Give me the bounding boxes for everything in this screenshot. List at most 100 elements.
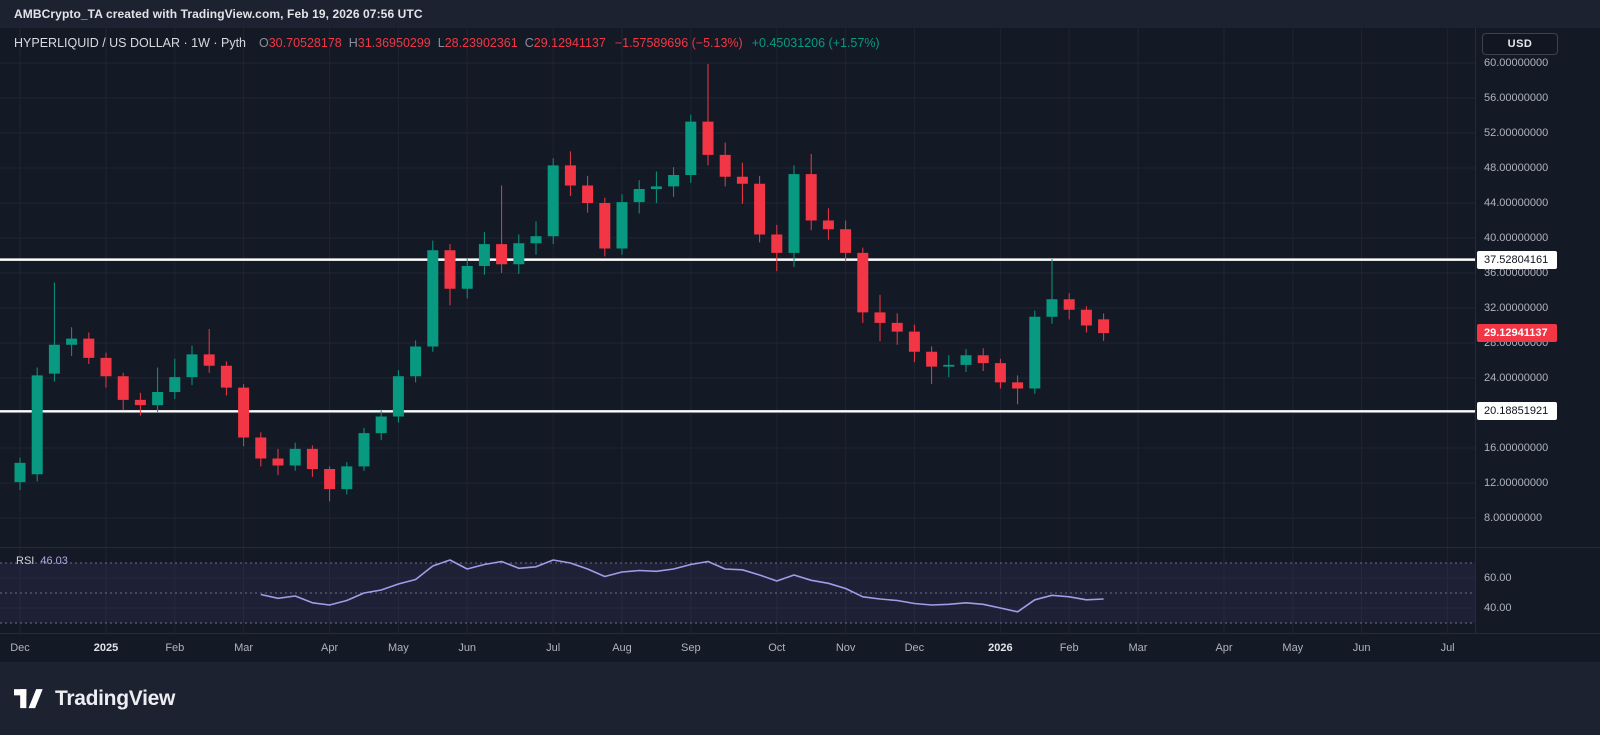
candle-body — [994, 363, 1006, 383]
chart-canvas[interactable] — [0, 28, 1475, 662]
candle-body — [547, 165, 559, 237]
secondary-change-value: +0.45031206 (+1.57%) — [751, 36, 880, 50]
time-axis-label: May — [1282, 642, 1304, 654]
candle-body — [427, 250, 439, 347]
time-axis-label: May — [388, 642, 409, 654]
time-axis-label: Jun — [458, 642, 477, 654]
time-axis-label: Jul — [546, 642, 561, 654]
price-axis-label: 44.00000000 — [1484, 197, 1549, 209]
candle-body — [169, 377, 181, 392]
candle-body — [754, 183, 766, 235]
candle-body — [152, 392, 164, 406]
candle-body — [1063, 299, 1075, 310]
candle-body — [461, 266, 473, 289]
candle-body — [599, 203, 611, 249]
candle-body — [530, 236, 542, 244]
time-axis-label: Apr — [321, 642, 339, 654]
rsi-axis-label: 60.00 — [1484, 572, 1512, 584]
candle-body — [788, 174, 800, 253]
price-axis-label: 16.00000000 — [1484, 442, 1549, 454]
price-axis-label: 40.00000000 — [1484, 232, 1549, 244]
candles-series — [14, 63, 1110, 502]
rsi-indicator-value: 46.03 — [40, 555, 68, 567]
candle-body — [943, 364, 955, 367]
candle-body — [341, 466, 353, 490]
time-axis-label: Dec — [10, 642, 30, 654]
candle-body — [220, 365, 232, 388]
ohlc-open-label: O — [259, 36, 269, 50]
time-axis-label: Jun — [1352, 642, 1371, 654]
candle-body — [1029, 316, 1041, 389]
price-axis-label: 60.00000000 — [1484, 57, 1549, 69]
pane-divider[interactable] — [0, 547, 1600, 548]
candle-body — [633, 189, 645, 203]
candle-body — [1012, 382, 1024, 389]
candle-body — [289, 448, 301, 466]
attribution-text: AMBCrypto_TA created with TradingView.co… — [14, 7, 423, 21]
time-axis-label: Sep — [681, 642, 701, 654]
ohlc-low-label: L — [437, 36, 445, 50]
price-axis-label: 8.00000000 — [1484, 512, 1543, 524]
candle-body — [668, 175, 680, 187]
candle-body — [306, 448, 318, 469]
time-axis-label: Mar — [234, 642, 254, 654]
candle-body — [392, 376, 404, 417]
ohlc-close-label: C — [524, 36, 534, 50]
candle-body — [31, 375, 43, 475]
candle-body — [840, 229, 852, 253]
candle-body — [1098, 319, 1110, 334]
time-axis[interactable] — [0, 633, 1600, 662]
candle-body — [1046, 299, 1058, 317]
candle-body — [564, 165, 576, 186]
candle-body — [685, 121, 697, 175]
candle-body — [14, 462, 26, 483]
candle-body — [719, 154, 731, 177]
time-axis-label: Mar — [1128, 642, 1148, 654]
price-axis-label: 24.00000000 — [1484, 372, 1549, 384]
candle-body — [134, 399, 146, 406]
rsi-axis-label: 40.00 — [1484, 602, 1512, 614]
candle-body — [977, 355, 989, 364]
price-axis-label: 36.00000000 — [1484, 267, 1549, 279]
candle-body — [513, 243, 525, 265]
tradingview-logo[interactable]: TradingView — [14, 686, 175, 712]
currency-toggle-button[interactable]: USD — [1482, 33, 1558, 55]
candle-body — [891, 322, 903, 332]
ohlc-close-value: 29.12941137 — [533, 36, 606, 50]
attribution-bar: AMBCrypto_TA created with TradingView.co… — [0, 0, 1600, 28]
candle-body — [822, 220, 834, 230]
time-axis-label: 2026 — [988, 642, 1013, 654]
candle-body — [908, 331, 920, 352]
last-price-label: 29.12941137 — [1477, 324, 1557, 343]
change-value: −1.57589696 (−5.13%) — [614, 36, 743, 50]
level-price-label: 20.18851921 — [1477, 402, 1557, 421]
symbol-title[interactable]: HYPERLIQUID / US DOLLAR · 1W · Pyth — [14, 36, 246, 50]
price-axis-label: 56.00000000 — [1484, 92, 1549, 104]
price-axis-label: 48.00000000 — [1484, 162, 1549, 174]
price-axis-label: 32.00000000 — [1484, 302, 1549, 314]
time-axis-label: Apr — [1215, 642, 1233, 654]
price-axis-label: 52.00000000 — [1484, 127, 1549, 139]
time-axis-label: Dec — [904, 642, 925, 654]
candle-body — [203, 354, 215, 366]
candle-body — [650, 186, 662, 189]
ohlc-high-label: H — [348, 36, 358, 50]
price-axis[interactable] — [1475, 28, 1600, 633]
time-axis-label: Aug — [612, 642, 632, 654]
level-price-label: 37.52804161 — [1477, 250, 1557, 269]
candle-body — [478, 244, 490, 266]
rsi-legend[interactable]: RSI 46.03 — [16, 555, 68, 567]
ohlc-low-value: 28.23902361 — [444, 36, 518, 50]
footer-bar: TradingView — [0, 662, 1600, 735]
candle-body — [48, 344, 60, 374]
candle-body — [857, 252, 869, 313]
candle-body — [238, 387, 250, 438]
time-axis-label: Feb — [165, 642, 185, 654]
candle-body — [186, 354, 198, 378]
candle-body — [255, 437, 267, 459]
candle-body — [1080, 309, 1092, 326]
candle-body — [960, 355, 972, 365]
candle-body — [272, 458, 284, 466]
time-axis-label: Feb — [1059, 642, 1079, 654]
candle-body — [582, 185, 594, 203]
